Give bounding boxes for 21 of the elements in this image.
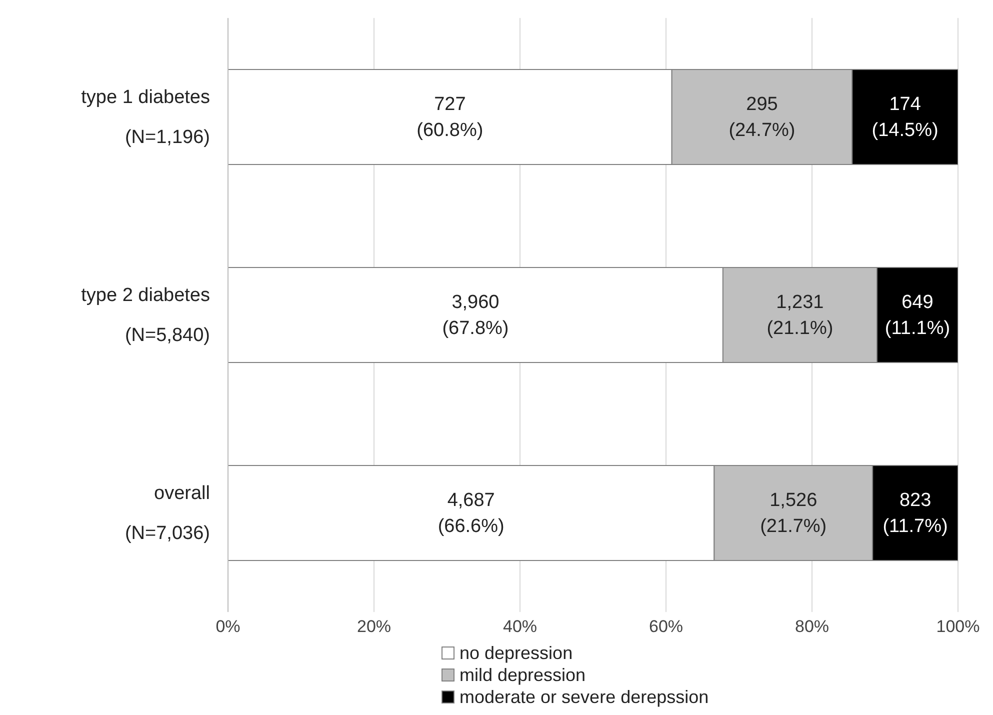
- legend-label: moderate or severe derepssion: [460, 686, 709, 708]
- x-tick-label: 60%: [648, 617, 684, 636]
- data-label: 727 (60.8%): [416, 94, 484, 141]
- data-label: 1,231 (21.1%): [766, 292, 834, 339]
- y-tick-label: type 1 diabetes (N=1,196): [81, 87, 210, 148]
- data-label: 823 (11.7%): [882, 490, 948, 537]
- x-tick-label: 100%: [936, 617, 980, 636]
- legend-label: no depression: [460, 642, 573, 664]
- data-label: 1,526 (21.7%): [760, 490, 827, 537]
- data-label: 174 (14.5%): [872, 94, 938, 141]
- legend-label: mild depression: [460, 664, 586, 686]
- data-label: 3,960 (67.8%): [442, 292, 509, 339]
- data-label: 295 (24.7%): [728, 94, 796, 141]
- y-tick-label: type 2 diabetes (N=5,840): [81, 285, 210, 346]
- x-tick-label: 40%: [502, 617, 538, 636]
- y-tick-label: overall (N=7,036): [124, 483, 210, 544]
- data-label: 649 (11.1%): [884, 292, 950, 339]
- x-tick-label: 20%: [356, 617, 392, 636]
- x-tick-label: 0%: [216, 617, 240, 636]
- data-label: 4,687 (66.6%): [438, 490, 504, 537]
- x-tick-label: 80%: [794, 617, 830, 636]
